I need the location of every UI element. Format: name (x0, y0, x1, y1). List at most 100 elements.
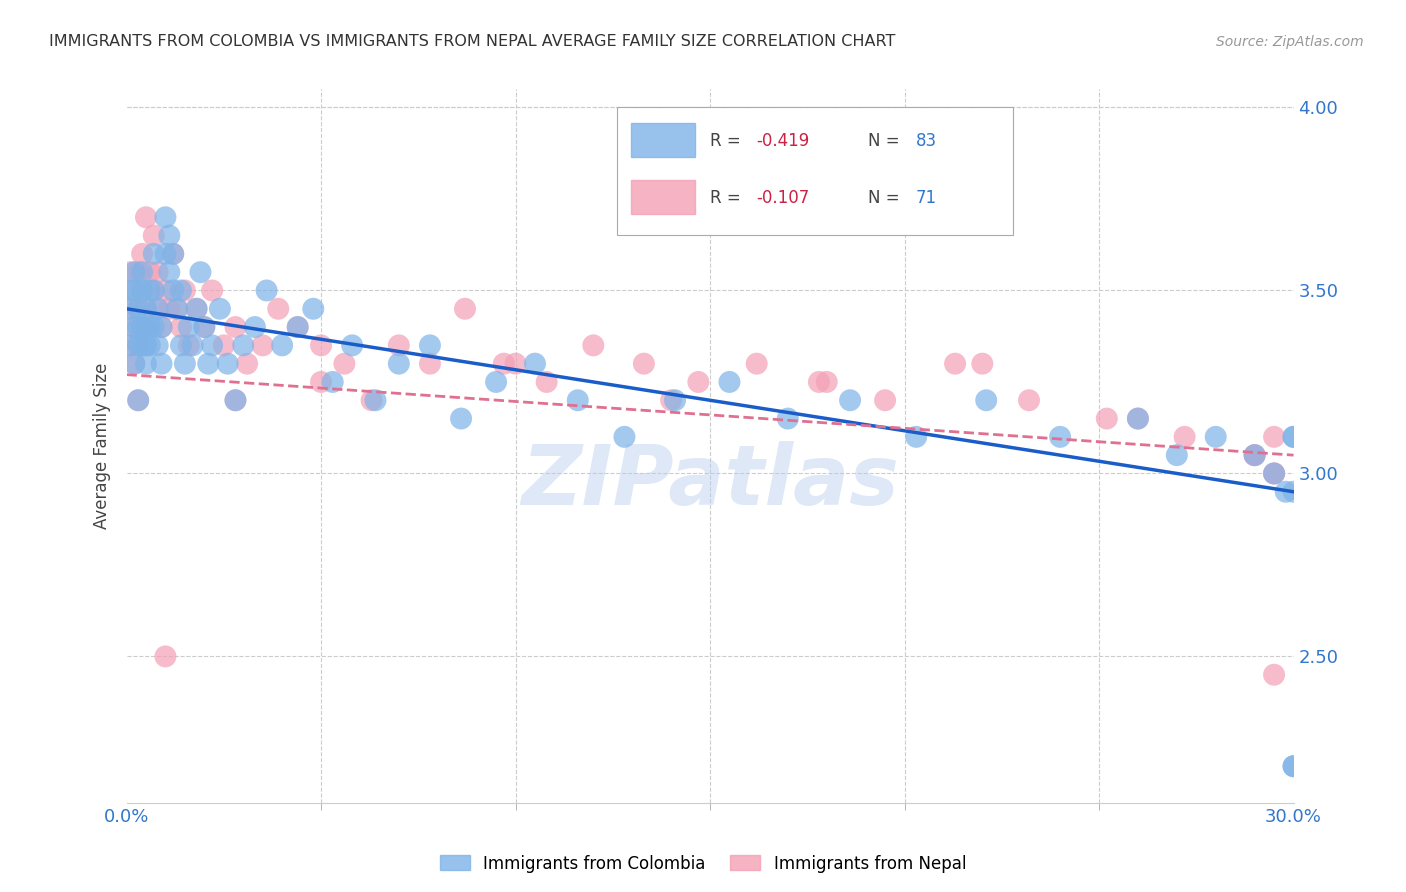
Point (142, 320, 165, 334)
Point (177, 338, 200, 352)
Point (162, 284, 184, 298)
Text: -0.107: -0.107 (756, 189, 810, 207)
Point (190, 265, 212, 279)
Point (170, 320, 193, 334)
Bar (631, 180, 695, 214)
Point (454, 301, 477, 316)
Point (155, 284, 177, 298)
Point (1095, 411, 1118, 425)
Point (419, 338, 441, 352)
Point (302, 301, 325, 316)
Point (201, 338, 224, 352)
Point (120, 301, 142, 316)
Point (505, 357, 527, 371)
Point (388, 338, 411, 352)
Point (1166, 448, 1188, 462)
Point (1263, 467, 1285, 481)
Point (157, 301, 180, 316)
Y-axis label: Average Family Size: Average Family Size (93, 363, 111, 529)
Point (875, 393, 897, 408)
Point (1243, 448, 1265, 462)
Point (177, 320, 200, 334)
Point (450, 411, 472, 425)
Point (124, 320, 146, 334)
Point (613, 430, 636, 444)
Point (232, 338, 254, 352)
Point (127, 338, 149, 352)
Point (236, 357, 259, 371)
Point (536, 375, 558, 389)
Point (139, 320, 162, 334)
Point (567, 393, 589, 408)
FancyBboxPatch shape (617, 107, 1014, 235)
Point (1263, 467, 1285, 481)
Point (131, 265, 153, 279)
Point (120, 301, 142, 316)
Point (120, 284, 142, 298)
Point (1243, 448, 1265, 462)
Point (162, 247, 184, 261)
Point (364, 393, 387, 408)
Point (776, 411, 799, 425)
Point (155, 211, 177, 225)
Point (664, 393, 686, 408)
Point (943, 357, 966, 371)
Point (839, 393, 862, 408)
Point (1263, 467, 1285, 481)
Bar (631, 123, 695, 157)
Point (135, 211, 157, 225)
Text: Source: ZipAtlas.com: Source: ZipAtlas.com (1216, 35, 1364, 49)
Point (155, 247, 177, 261)
Point (186, 301, 208, 316)
Point (139, 284, 162, 298)
Point (170, 338, 193, 352)
Point (120, 265, 142, 279)
Point (1282, 430, 1305, 444)
Point (181, 338, 204, 352)
Point (1243, 448, 1265, 462)
Point (127, 301, 149, 316)
Point (170, 284, 193, 298)
Text: 71: 71 (915, 189, 936, 207)
Point (127, 393, 149, 408)
Text: N =: N = (868, 189, 904, 207)
Point (243, 320, 266, 334)
Point (1126, 411, 1149, 425)
Point (1282, 430, 1305, 444)
Point (224, 393, 246, 408)
Point (146, 265, 169, 279)
Point (1282, 759, 1305, 773)
Point (127, 265, 149, 279)
Legend: Immigrants from Colombia, Immigrants from Nepal: Immigrants from Colombia, Immigrants fro… (433, 848, 973, 880)
Point (309, 375, 332, 389)
Point (224, 393, 246, 408)
Point (217, 357, 239, 371)
Point (135, 301, 157, 316)
Point (166, 301, 188, 316)
Point (322, 375, 344, 389)
Point (388, 357, 411, 371)
Point (333, 357, 356, 371)
Point (142, 228, 165, 243)
Point (131, 284, 153, 298)
Point (174, 284, 197, 298)
Point (127, 393, 149, 408)
Point (146, 301, 169, 316)
Point (124, 320, 146, 334)
Point (1274, 484, 1296, 499)
Point (142, 284, 165, 298)
Point (139, 320, 162, 334)
Point (287, 320, 309, 334)
Point (124, 357, 146, 371)
Point (633, 357, 655, 371)
Point (224, 320, 246, 334)
Point (142, 284, 165, 298)
Text: 83: 83 (915, 132, 936, 150)
Point (150, 320, 173, 334)
Point (267, 301, 290, 316)
Point (271, 338, 294, 352)
Point (124, 284, 146, 298)
Point (208, 301, 231, 316)
Point (523, 357, 546, 371)
Point (139, 338, 162, 352)
